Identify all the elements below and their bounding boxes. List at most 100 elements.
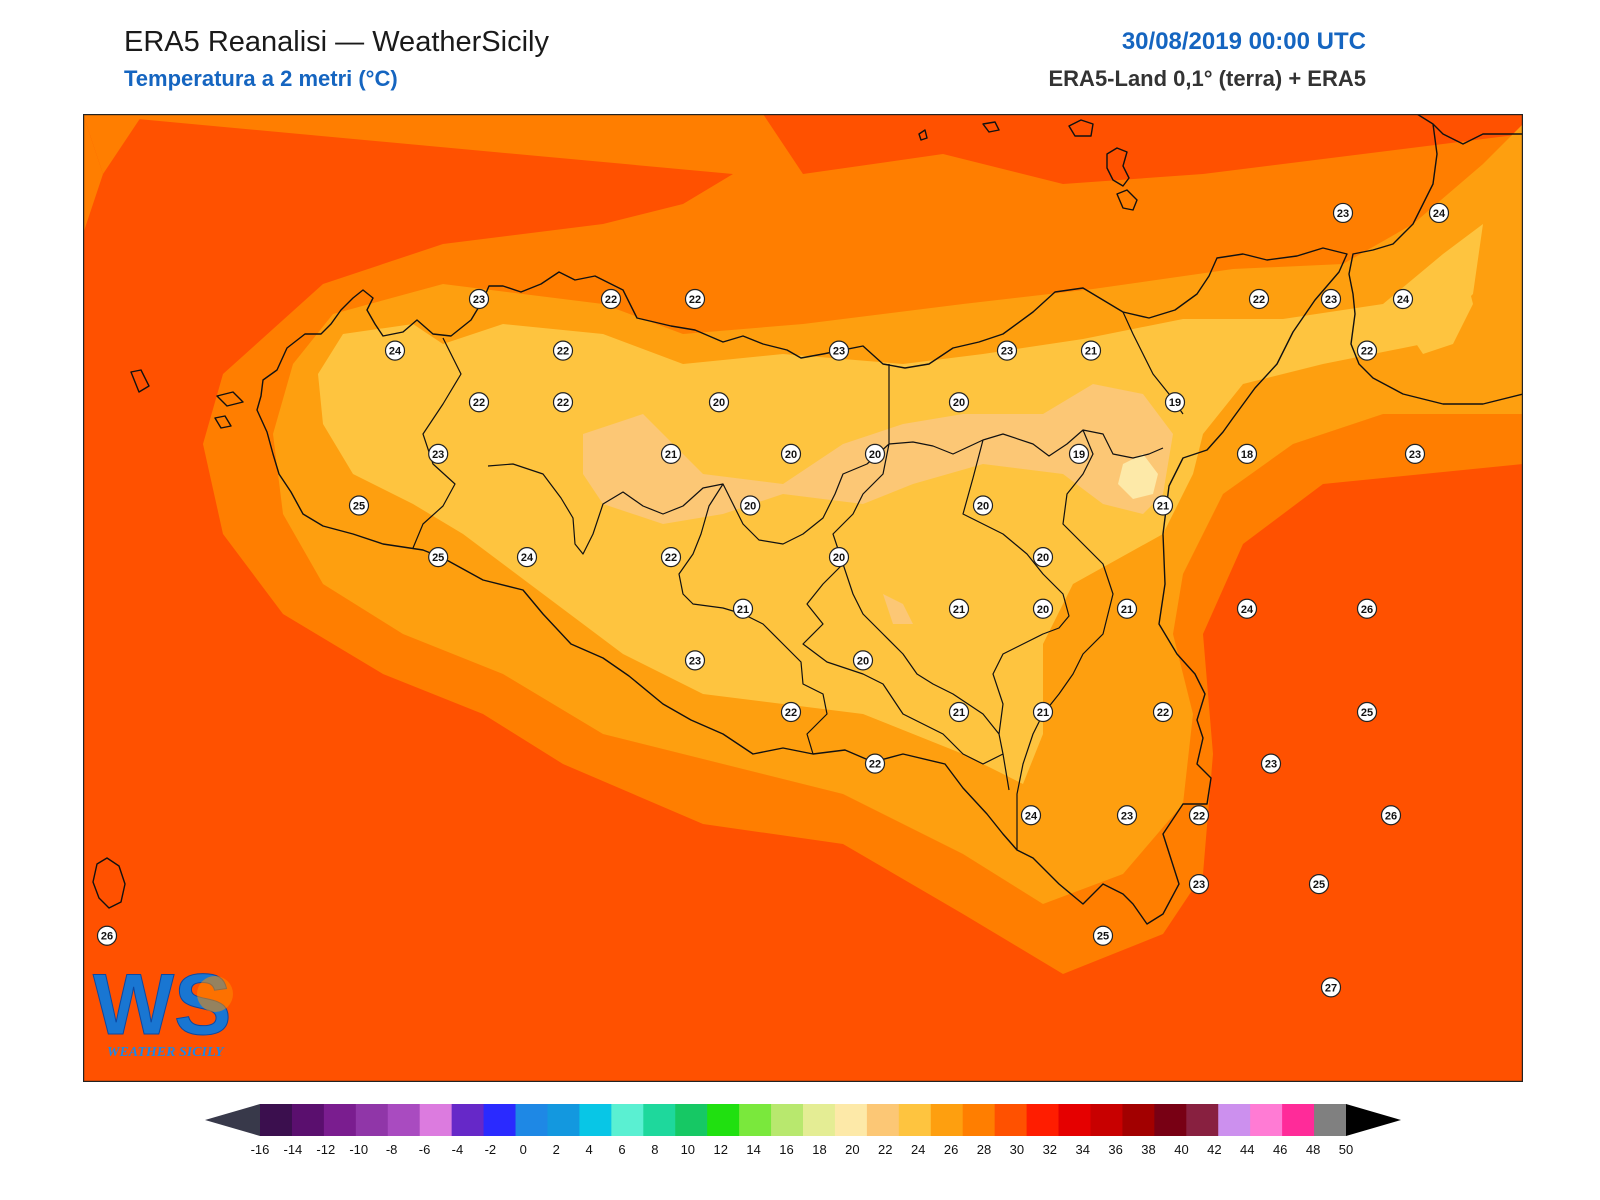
colorbar-cell xyxy=(994,1104,1028,1136)
data-source: ERA5-Land 0,1° (terra) + ERA5 xyxy=(1048,66,1367,91)
colorbar-cell xyxy=(1186,1104,1219,1136)
temperature-map: 23 22 22 24 22 23 23 21 22 22 20 20 19 23 21 20 20 19 18 23… xyxy=(83,114,1523,1082)
colorbar-label: 22 xyxy=(878,1142,892,1157)
station-circle xyxy=(552,392,574,413)
station-marker: 22 xyxy=(1152,701,1174,723)
colorbar-cell xyxy=(1026,1104,1060,1136)
station-value: 24 xyxy=(1241,604,1254,616)
station-circle xyxy=(660,443,682,464)
colorbar-label: -14 xyxy=(284,1142,303,1157)
station-circle xyxy=(1236,598,1258,619)
colorbar-label: -8 xyxy=(386,1142,398,1157)
station-circle xyxy=(1020,805,1042,826)
station-marker: 22 xyxy=(468,392,490,413)
station-value: 20 xyxy=(713,397,725,409)
station-circle xyxy=(1032,701,1054,723)
station-value: 21 xyxy=(953,707,965,719)
station-value: 24 xyxy=(389,346,402,358)
station-value: 27 xyxy=(1325,982,1337,994)
station-circle xyxy=(428,547,449,568)
colorbar-labels: -16 -14 -12 -10 -8 -6 -4 -2 0 2 4 6 8 10 12 14 16 18 20 22 2… xyxy=(251,1142,1354,1157)
station-marker: 23 xyxy=(1188,873,1210,895)
colorbar-label: 42 xyxy=(1207,1142,1221,1157)
station-value: 22 xyxy=(785,707,797,719)
colorbar-label: 12 xyxy=(713,1142,727,1157)
station-marker: 20 xyxy=(1032,598,1054,619)
colorbar-cell xyxy=(834,1104,868,1136)
station-circle xyxy=(1116,598,1138,619)
station-marker: 23 xyxy=(468,288,490,310)
station-circle xyxy=(552,340,574,361)
colorbar-cells xyxy=(260,1104,1347,1136)
colorbar-cell xyxy=(483,1104,517,1136)
station-value: 19 xyxy=(1169,397,1181,409)
station-value: 21 xyxy=(1085,346,1097,358)
station-circle xyxy=(1116,805,1138,826)
station-circle xyxy=(1308,873,1330,895)
colorbar-cell xyxy=(1154,1104,1187,1136)
colorbar-cell xyxy=(643,1104,676,1136)
station-circle xyxy=(996,340,1018,361)
station-circle xyxy=(1380,805,1402,826)
colorbar-cell xyxy=(260,1104,293,1136)
colorbar-label: 18 xyxy=(812,1142,826,1157)
colorbar-label: 4 xyxy=(585,1142,592,1157)
station-circle xyxy=(1068,443,1090,464)
colorbar-label: -6 xyxy=(419,1142,431,1157)
colorbar-cell xyxy=(1058,1104,1091,1136)
station-circle xyxy=(732,598,754,619)
station-value: 22 xyxy=(1157,707,1169,719)
station-value: 25 xyxy=(1097,931,1109,943)
station-marker: 22 xyxy=(1356,340,1378,361)
station-value: 22 xyxy=(689,294,701,306)
colorbar-label: -2 xyxy=(485,1142,497,1157)
logo-sun-icon xyxy=(197,976,233,1012)
colorbar-cell xyxy=(898,1104,932,1136)
station-marker: 24 xyxy=(1428,202,1450,224)
station-circle xyxy=(948,598,970,619)
station-circle xyxy=(1320,977,1342,998)
colorbar-label: 46 xyxy=(1273,1142,1287,1157)
station-value: 23 xyxy=(1409,449,1421,461)
station-value: 21 xyxy=(1121,604,1133,616)
station-circle xyxy=(1152,701,1174,723)
station-marker: 20 xyxy=(780,443,802,464)
station-circle xyxy=(600,288,622,310)
station-value: 20 xyxy=(977,501,989,513)
map-title: ERA5 Reanalisi — WeatherSicily xyxy=(124,26,549,58)
station-marker: 23 xyxy=(1320,288,1342,310)
station-value: 23 xyxy=(1265,759,1277,771)
colorbar-under-arrow xyxy=(205,1104,260,1136)
station-marker: 23 xyxy=(1260,753,1282,774)
colorbar-cell xyxy=(387,1104,421,1136)
station-marker: 22 xyxy=(660,547,682,568)
station-marker: 21 xyxy=(948,598,970,619)
station-marker: 21 xyxy=(660,443,682,464)
station-circle xyxy=(96,925,118,946)
station-marker: 20 xyxy=(708,392,730,413)
station-value: 21 xyxy=(665,449,677,461)
station-value: 22 xyxy=(557,346,569,358)
station-value: 23 xyxy=(1001,346,1013,358)
station-circle xyxy=(1188,873,1210,895)
colorbar-label: 28 xyxy=(977,1142,991,1157)
station-marker: 25 xyxy=(1356,701,1378,723)
station-marker: 23 xyxy=(684,650,706,671)
colorbar-cell xyxy=(547,1104,580,1136)
station-value: 25 xyxy=(1313,879,1325,891)
station-marker: 24 xyxy=(516,547,538,568)
colorbar-cell xyxy=(739,1104,772,1136)
colorbar-cell xyxy=(771,1104,804,1136)
station-circle xyxy=(708,392,730,413)
station-value: 20 xyxy=(869,449,881,461)
temperature-fill xyxy=(83,114,1523,1082)
station-circle xyxy=(516,547,538,568)
station-value: 23 xyxy=(432,449,444,461)
station-value: 23 xyxy=(833,346,845,358)
station-marker: 23 xyxy=(828,340,850,361)
station-marker: 22 xyxy=(684,288,706,310)
colorbar-cell xyxy=(1218,1104,1251,1136)
station-marker: 21 xyxy=(1032,701,1054,723)
station-value: 25 xyxy=(432,552,444,564)
station-value: 23 xyxy=(1121,810,1133,822)
